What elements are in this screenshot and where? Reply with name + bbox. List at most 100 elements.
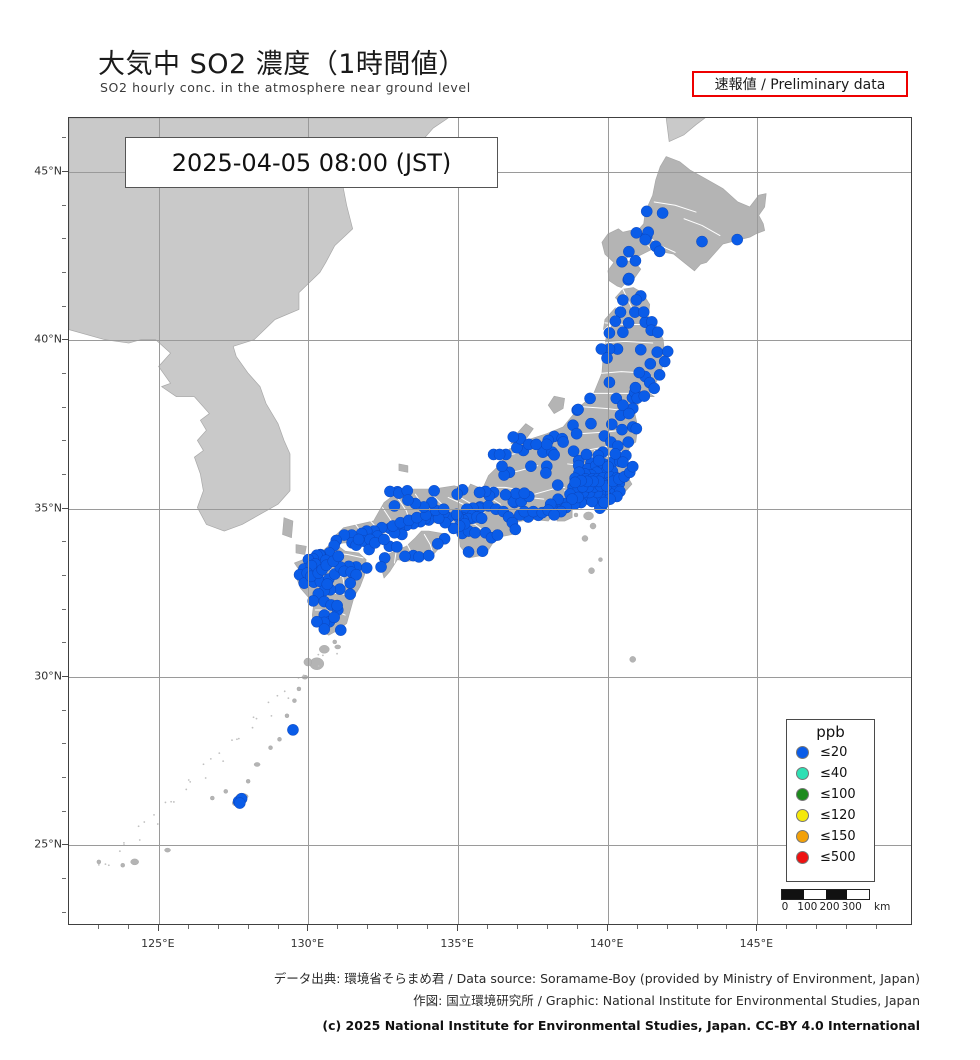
map-plot-area[interactable]	[68, 117, 912, 925]
x-axis-label: 135°E	[440, 937, 474, 950]
y-axis-tick	[62, 238, 66, 240]
gridline-horizontal	[69, 676, 911, 678]
x-axis-tick	[786, 925, 788, 929]
y-axis-tick	[62, 440, 66, 442]
gridline-horizontal	[69, 340, 911, 342]
legend-swatch-icon	[796, 809, 809, 822]
scale-bar-segment	[847, 890, 869, 899]
y-axis-label: 30°N	[34, 669, 62, 683]
x-axis-tick	[516, 925, 518, 929]
x-axis-tick	[457, 925, 459, 931]
legend-label: ≤40	[820, 766, 848, 781]
x-axis-tick	[187, 925, 189, 929]
y-axis-tick	[62, 911, 66, 913]
footer-copyright: (c) 2025 National Institute for Environm…	[322, 1018, 920, 1033]
x-axis-tick	[397, 925, 399, 929]
scale-bar-tick-label: 200	[819, 901, 840, 913]
y-axis-tick	[62, 608, 66, 610]
footer-data-source: データ出典: 環境省そらまめ君 / Data source: Soramame-…	[273, 971, 920, 986]
x-axis-label: 125°E	[141, 937, 175, 950]
scale-bar-segment	[825, 890, 848, 899]
gridline-vertical	[158, 118, 160, 924]
scale-bar-tick-label: 300	[841, 901, 862, 913]
x-axis-tick	[546, 925, 548, 929]
y-axis-tick	[62, 844, 68, 846]
y-axis-label: 25°N	[34, 837, 62, 851]
x-axis-tick	[696, 925, 698, 929]
y-axis-label: 35°N	[34, 501, 62, 514]
page-title: 大気中 SO2 濃度（1時間値）	[98, 49, 466, 80]
x-axis-tick	[606, 925, 608, 931]
gridline-horizontal	[69, 508, 911, 510]
preliminary-data-badge: 速報値 / Preliminary data	[692, 71, 908, 97]
x-axis-tick	[576, 925, 578, 929]
x-axis-tick	[247, 925, 249, 929]
y-axis-tick	[62, 406, 66, 408]
y-axis-tick	[62, 507, 68, 509]
legend-label: ≤500	[820, 850, 856, 865]
gridline-vertical	[458, 118, 460, 924]
legend-panel: ppb ≤20 ≤40 ≤100 ≤120 ≤150 ≤500	[786, 719, 875, 882]
legend-row[interactable]: ≤40	[787, 763, 874, 784]
y-axis-tick	[62, 675, 68, 677]
x-axis-tick	[307, 925, 309, 931]
legend-row[interactable]: ≤500	[787, 847, 874, 868]
x-axis-label: 140°E	[589, 937, 624, 950]
scale-bar-track	[781, 889, 870, 900]
x-axis-tick	[157, 925, 159, 931]
legend-label: ≤20	[820, 745, 848, 760]
legend-swatch-icon	[796, 767, 809, 780]
x-axis-label: 145°E	[739, 937, 774, 950]
timestamp-box: 2025-04-05 08:00 (JST)	[125, 137, 498, 188]
x-axis-tick	[127, 925, 129, 929]
x-axis-tick	[277, 925, 279, 929]
y-axis-tick	[62, 776, 66, 778]
scale-bar-unit: km	[874, 901, 891, 913]
x-axis-tick	[97, 925, 99, 929]
legend-swatch-icon	[796, 788, 809, 801]
legend-swatch-icon	[796, 851, 809, 864]
gridline-vertical	[607, 118, 609, 924]
japan-map-svg	[69, 118, 911, 924]
x-axis-tick	[726, 925, 728, 929]
x-axis-tick	[217, 925, 219, 929]
legend-label: ≤100	[820, 787, 856, 802]
y-axis-tick	[62, 877, 66, 879]
y-axis-label: 40°N	[34, 332, 62, 346]
y-axis-tick	[62, 137, 66, 139]
scale-bar-labels: 0 100 200 300 km	[781, 901, 891, 915]
y-axis-tick	[62, 372, 66, 374]
legend-swatch-icon	[796, 746, 809, 759]
y-axis-tick	[62, 473, 66, 475]
page-subtitle: SO2 hourly conc. in the atmosphere near …	[100, 80, 471, 95]
gridline-vertical	[308, 118, 310, 924]
scale-bar-segment	[803, 890, 826, 899]
legend-row[interactable]: ≤120	[787, 805, 874, 826]
x-axis-tick	[636, 925, 638, 929]
x-axis-tick	[427, 925, 429, 929]
legend-row[interactable]: ≤150	[787, 826, 874, 847]
x-axis-tick	[756, 925, 758, 931]
x-axis-label: 130°E	[290, 937, 325, 950]
legend-items: ≤20 ≤40 ≤100 ≤120 ≤150 ≤500	[787, 742, 874, 868]
y-axis-tick	[62, 743, 66, 745]
y-axis-label: 45°N	[34, 164, 62, 178]
x-axis-tick	[487, 925, 488, 929]
y-axis-tick	[62, 541, 66, 543]
legend-title: ppb	[816, 723, 845, 741]
y-axis-tick	[62, 170, 68, 172]
x-axis-tick	[666, 925, 668, 929]
scale-bar: 0 100 200 300 km	[781, 889, 891, 915]
y-axis-tick	[62, 204, 66, 206]
gridline-horizontal	[69, 845, 911, 847]
y-axis-tick	[62, 709, 66, 711]
legend-row[interactable]: ≤20	[787, 742, 874, 763]
y-axis-tick	[62, 574, 66, 576]
y-axis-tick	[62, 642, 66, 644]
x-axis-tick	[816, 925, 818, 929]
legend-label: ≤120	[820, 808, 856, 823]
y-axis-tick	[62, 810, 66, 812]
legend-swatch-icon	[796, 830, 809, 843]
legend-row[interactable]: ≤100	[787, 784, 874, 805]
x-axis-tick	[876, 925, 878, 929]
